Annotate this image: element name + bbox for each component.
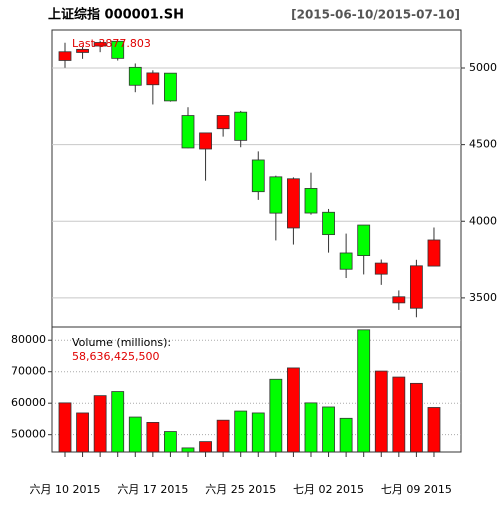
volume-bar xyxy=(216,419,230,453)
volume-bar xyxy=(269,378,283,453)
volume-bar xyxy=(251,412,265,453)
candle-body xyxy=(181,115,195,149)
volume-bar xyxy=(374,370,388,453)
candle-body xyxy=(374,262,388,275)
chart-title: 上证综指 000001.SH xyxy=(48,7,184,23)
volume-bar xyxy=(234,410,248,453)
y-tick-label: 80000 xyxy=(11,333,46,346)
volume-bar xyxy=(357,329,371,453)
candle-body xyxy=(392,296,406,304)
volume-bar xyxy=(199,441,212,453)
y-tick-label: 50000 xyxy=(11,428,46,441)
volume-bar xyxy=(76,412,89,453)
candle-body xyxy=(146,72,160,86)
volume-title: Volume (millions): xyxy=(72,336,171,349)
candle-body xyxy=(357,224,371,257)
candle-body xyxy=(216,115,230,130)
volume-bar xyxy=(304,402,318,453)
candle-body xyxy=(76,48,89,53)
x-tick-label: 七月 02 2015 xyxy=(293,483,364,496)
volume-bar xyxy=(409,382,423,453)
candle-body xyxy=(93,42,107,47)
last-label: Last 3877.803 xyxy=(72,37,151,50)
candle-body xyxy=(339,252,353,270)
candle-body xyxy=(234,111,248,141)
volume-bar xyxy=(181,447,195,453)
candle-body xyxy=(199,132,212,150)
candle-body xyxy=(164,72,177,102)
candle-body xyxy=(427,239,441,267)
volume-bar xyxy=(392,376,406,453)
volume-bar xyxy=(427,407,441,453)
volume-bar xyxy=(287,367,300,453)
candle-body xyxy=(409,265,423,309)
volume-bar xyxy=(128,416,142,453)
candle-body xyxy=(322,211,335,236)
x-tick-label: 七月 09 2015 xyxy=(381,483,452,496)
candle-body xyxy=(304,188,318,214)
candle-body xyxy=(251,159,265,193)
volume-bar xyxy=(111,391,125,453)
volume-bar xyxy=(93,395,107,453)
candle-body xyxy=(287,178,300,229)
x-tick-label: 六月 10 2015 xyxy=(30,483,101,496)
y-tick-label: 4000 xyxy=(469,214,497,227)
candle-body xyxy=(111,40,125,59)
volume-bar xyxy=(339,417,353,453)
x-tick-label: 六月 25 2015 xyxy=(205,483,276,496)
volume-bar xyxy=(164,431,177,453)
volume-bar xyxy=(58,402,72,453)
x-tick-label: 六月 17 2015 xyxy=(117,483,188,496)
y-tick-label: 60000 xyxy=(11,396,46,409)
candle-body xyxy=(128,66,142,86)
y-tick-label: 4500 xyxy=(469,138,497,151)
y-tick-label: 5000 xyxy=(469,61,497,74)
y-tick-label: 70000 xyxy=(11,365,46,378)
candle-body xyxy=(58,51,72,61)
y-tick-label: 3500 xyxy=(469,291,497,304)
candle-body xyxy=(269,176,283,214)
volume-last: 58,636,425,500 xyxy=(72,350,159,363)
date-range: [2015-06-10/2015-07-10] xyxy=(291,8,460,22)
volume-bar xyxy=(322,406,335,453)
volume-bar xyxy=(146,422,160,453)
